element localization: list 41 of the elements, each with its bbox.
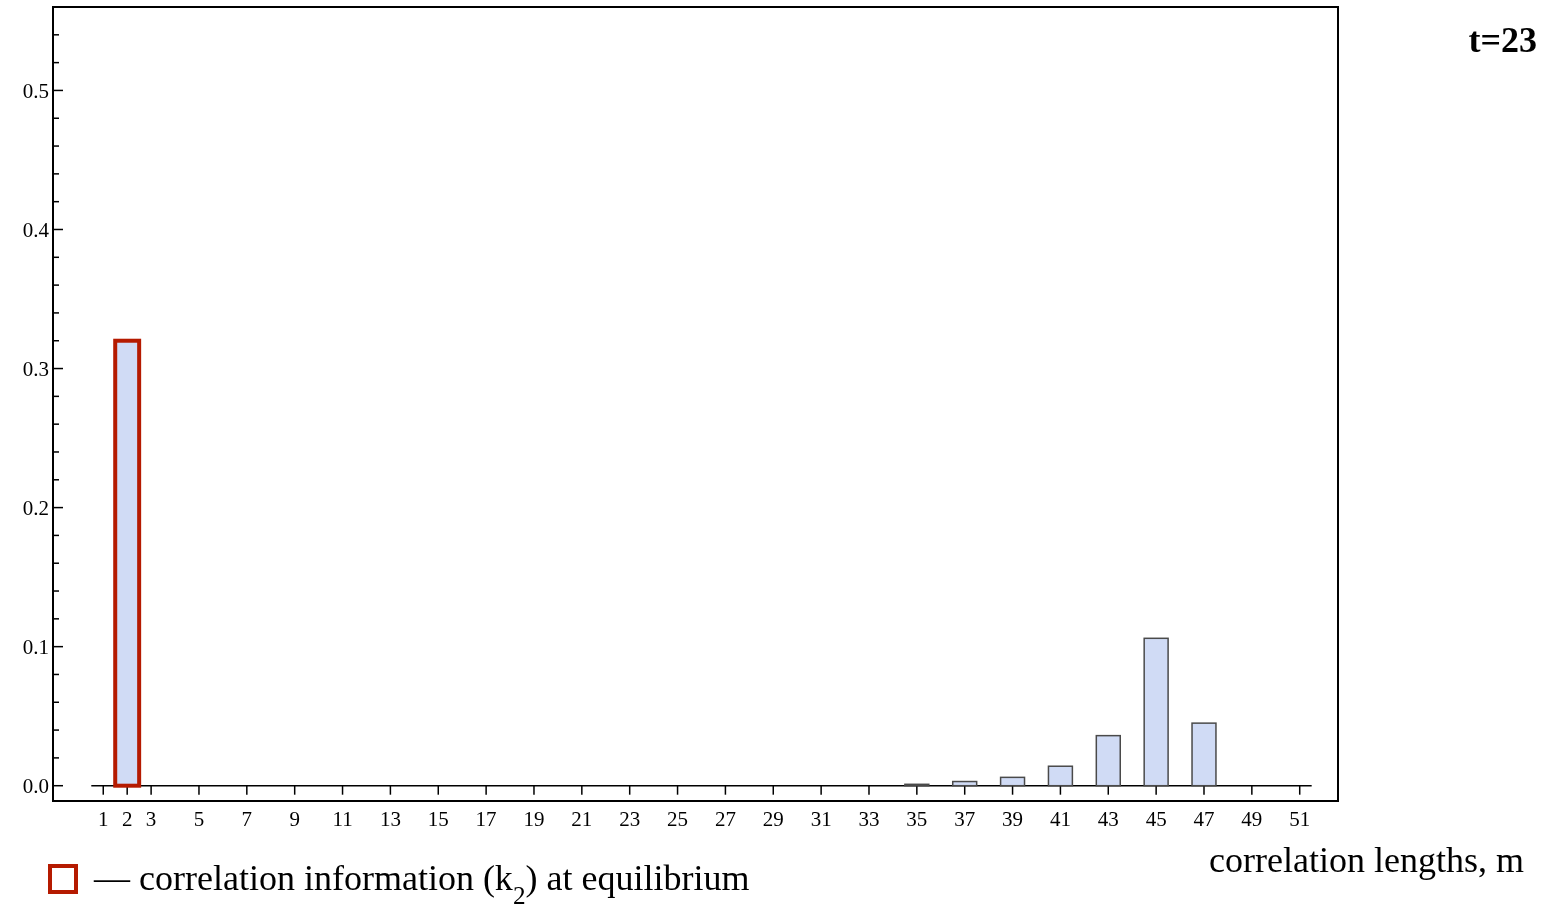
x-tick-label: 37 xyxy=(954,806,976,831)
x-tick-label: 29 xyxy=(762,806,784,831)
x-tick-label: 27 xyxy=(714,806,736,831)
y-tick-label: 0.2 xyxy=(22,495,49,520)
y-tick-label: 0.5 xyxy=(22,78,49,103)
y-tick-label: 0.3 xyxy=(22,356,49,381)
x-tick-label: 17 xyxy=(475,806,497,831)
x-tick-label: 11 xyxy=(332,806,353,831)
bar xyxy=(999,776,1026,787)
x-tick-label: 3 xyxy=(145,806,157,831)
x-tick-label: 35 xyxy=(906,806,928,831)
x-tick-label: 1 xyxy=(98,806,109,831)
x-tick-label: 45 xyxy=(1145,806,1167,831)
legend-label: — correlation information (k$_{2}$) at equilibrium xyxy=(93,858,750,909)
x-tick-label: 33 xyxy=(858,806,880,831)
bar xyxy=(1143,637,1169,787)
x-tick-label: 15 xyxy=(427,806,449,831)
text: t=23 xyxy=(1468,20,1537,60)
x-tick-label: 47 xyxy=(1193,806,1215,831)
x-tick-label: 13 xyxy=(379,806,401,831)
y-tick-label: 0.4 xyxy=(22,217,50,242)
x-tick-label: 49 xyxy=(1241,806,1263,831)
y-tick-label: 0.1 xyxy=(22,635,49,659)
bar xyxy=(1047,765,1074,787)
x-tick-label: 19 xyxy=(523,806,545,831)
x-tick-label: 25 xyxy=(667,806,689,831)
x-tick-label: 31 xyxy=(810,806,832,831)
x-tick-label: 43 xyxy=(1097,806,1119,831)
x-tick-label: 51 xyxy=(1289,806,1311,831)
x-tick-label: 39 xyxy=(1002,806,1024,831)
x-tick-label: 5 xyxy=(193,806,205,831)
x-axis-title: correlation lengths, m xyxy=(1209,840,1524,880)
x-tick-label: 21 xyxy=(571,806,593,831)
x-tick-label: 2 xyxy=(121,806,133,831)
bar xyxy=(1191,722,1217,787)
bar xyxy=(1095,734,1121,787)
x-tick-label: 9 xyxy=(289,806,300,831)
x-tick-label: 41 xyxy=(1049,806,1071,831)
x-tick-label: 23 xyxy=(619,806,641,831)
y-tick-label: 0.0 xyxy=(22,774,49,799)
x-tick-label: 7 xyxy=(241,806,253,831)
